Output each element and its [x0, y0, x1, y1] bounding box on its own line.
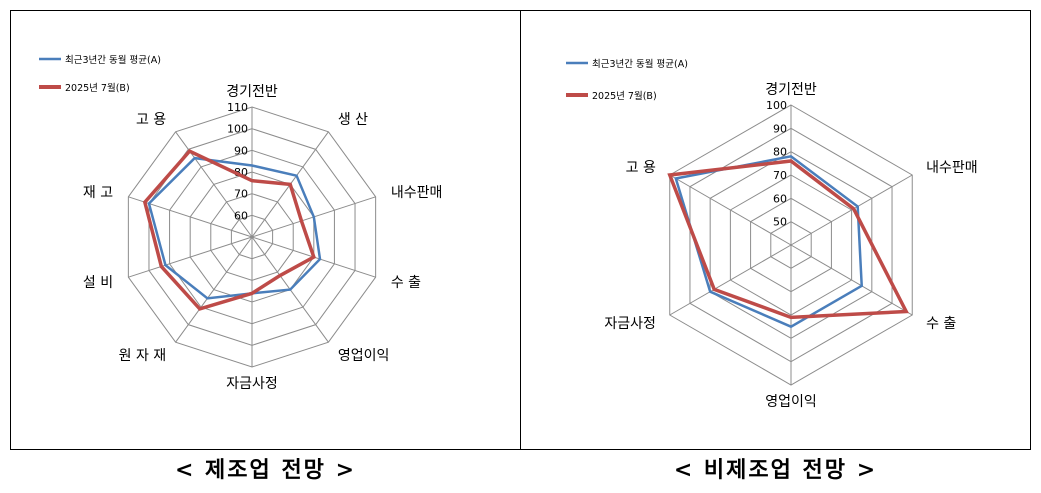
legend-label: 2025년 7월(B) [65, 82, 130, 94]
non-manufacturing-caption: < 비제조업 전망 > [673, 457, 878, 483]
axis-label: 내수판매 [926, 160, 978, 176]
axis-label: 설 비 [83, 275, 113, 291]
legend-label: 2025년 7월(B) [592, 90, 657, 102]
series-line-current [142, 148, 316, 311]
axis-label: 영업이익 [765, 394, 817, 410]
tick-label: 80 [773, 146, 787, 159]
axis-label: 수 출 [926, 316, 956, 332]
legend-label: 최근3년간 동월 평균(A) [65, 54, 161, 66]
tick-label: 110 [227, 101, 248, 114]
axis-label: 자금사정 [604, 316, 656, 332]
tick-label: 100 [766, 99, 787, 112]
tick-label: 90 [234, 144, 248, 157]
tick-label: 70 [234, 188, 248, 201]
axis-label: 고 용 [626, 160, 656, 176]
manufacturing-chart-panel: 60 70 80 90 100 110 경기전반 생 산 내수판매 수 출 영업이익 자금사정 원 자 … [10, 10, 521, 450]
grid-spoke [669, 174, 792, 246]
axis-label: 고 용 [136, 112, 166, 128]
axis-label: 경기전반 [765, 82, 817, 98]
tick-label: 70 [773, 169, 787, 182]
series-line-average [674, 155, 864, 329]
series-line-current [667, 159, 909, 320]
axis-label: 내수판매 [391, 185, 443, 201]
tick-label: 60 [773, 192, 787, 205]
axis-label: 경기전반 [226, 84, 278, 100]
grid-spoke [175, 131, 253, 238]
grid-spoke [669, 244, 792, 316]
grid-spoke [790, 174, 913, 246]
legend-label: 최근3년간 동월 평균(A) [592, 58, 688, 70]
grid-spoke [175, 236, 253, 343]
axis-label: 원 자 재 [119, 348, 167, 364]
axis-label: 영업이익 [338, 348, 390, 364]
grid-spoke [790, 244, 913, 316]
tick-label: 100 [227, 123, 248, 136]
tick-label: 90 [773, 122, 787, 135]
axis-label: 생 산 [338, 112, 368, 128]
tick-label: 50 [773, 216, 787, 229]
tick-label: 60 [234, 209, 248, 222]
manufacturing-caption: < 제조업 전망 > [174, 457, 357, 483]
grid-spoke [128, 236, 253, 278]
axis-label: 수 출 [391, 275, 421, 291]
axis-label: 재 고 [83, 185, 113, 201]
axis-label: 자금사정 [226, 376, 278, 392]
